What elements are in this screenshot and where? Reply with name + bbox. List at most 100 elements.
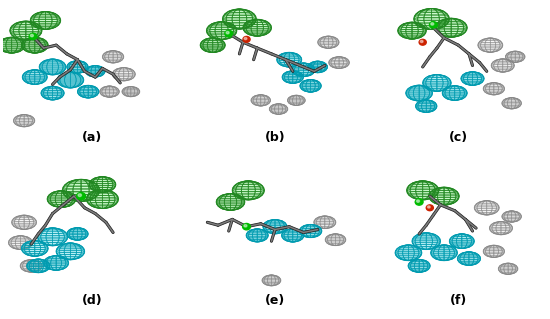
Circle shape [415,199,423,205]
Ellipse shape [223,9,256,29]
Ellipse shape [325,234,346,246]
Ellipse shape [67,61,88,73]
Ellipse shape [398,22,426,39]
Ellipse shape [412,233,441,249]
Ellipse shape [8,236,32,249]
Ellipse shape [288,95,305,105]
Ellipse shape [435,18,467,37]
Circle shape [226,32,229,34]
Ellipse shape [483,83,504,95]
Ellipse shape [112,68,135,81]
Ellipse shape [299,225,322,238]
Circle shape [244,225,247,227]
Circle shape [76,193,85,200]
Ellipse shape [85,65,105,77]
Circle shape [431,23,434,25]
Ellipse shape [21,37,48,53]
Ellipse shape [282,229,304,242]
Ellipse shape [458,252,481,265]
Ellipse shape [498,263,518,274]
Ellipse shape [89,177,116,192]
Ellipse shape [12,215,36,229]
Ellipse shape [56,243,85,260]
Circle shape [430,22,437,28]
Ellipse shape [431,245,458,261]
Ellipse shape [329,57,349,69]
Ellipse shape [39,59,66,75]
Ellipse shape [57,72,84,88]
Ellipse shape [502,211,521,222]
Text: (c): (c) [449,131,468,144]
Ellipse shape [505,51,525,62]
Ellipse shape [30,11,60,29]
Circle shape [419,39,426,45]
Ellipse shape [43,256,69,270]
Circle shape [243,224,250,230]
Circle shape [420,40,423,42]
Ellipse shape [206,22,236,40]
Text: (d): (d) [81,293,102,307]
Ellipse shape [490,221,513,235]
Ellipse shape [20,260,42,272]
Text: (a): (a) [81,131,102,144]
Ellipse shape [449,234,474,249]
Text: (b): (b) [265,131,285,144]
Ellipse shape [21,241,48,256]
Ellipse shape [263,219,287,234]
Circle shape [426,205,433,211]
Circle shape [78,194,81,197]
Ellipse shape [13,115,35,127]
Ellipse shape [491,59,514,72]
Circle shape [30,34,34,37]
Ellipse shape [251,95,271,106]
Ellipse shape [314,216,336,229]
Ellipse shape [414,9,449,29]
Ellipse shape [78,85,99,98]
Ellipse shape [216,194,245,210]
Ellipse shape [102,51,124,63]
Ellipse shape [429,187,459,205]
Ellipse shape [246,229,268,242]
Ellipse shape [0,37,25,53]
Ellipse shape [86,190,118,209]
Circle shape [225,30,233,37]
Circle shape [29,33,37,40]
Ellipse shape [442,86,467,100]
Ellipse shape [408,259,430,272]
Ellipse shape [232,181,265,200]
Ellipse shape [277,52,302,67]
Ellipse shape [41,86,64,100]
Ellipse shape [122,86,140,97]
Ellipse shape [300,79,321,92]
Ellipse shape [47,191,76,207]
Ellipse shape [423,75,451,91]
Ellipse shape [308,61,327,73]
Ellipse shape [27,259,50,273]
Ellipse shape [478,38,503,52]
Ellipse shape [395,245,422,261]
Text: (f): (f) [450,293,467,307]
Ellipse shape [200,38,225,52]
Ellipse shape [243,19,272,36]
Ellipse shape [474,201,499,215]
Ellipse shape [292,63,315,77]
Ellipse shape [483,245,504,257]
Circle shape [244,37,247,40]
Ellipse shape [406,85,432,101]
Ellipse shape [10,21,42,40]
Ellipse shape [318,36,339,48]
Ellipse shape [62,179,100,201]
Ellipse shape [461,72,484,85]
Ellipse shape [270,104,288,114]
Ellipse shape [282,71,304,83]
Text: (e): (e) [265,293,285,307]
Ellipse shape [416,100,437,112]
Ellipse shape [67,228,88,240]
Circle shape [427,206,430,208]
Ellipse shape [262,275,281,286]
Ellipse shape [23,70,47,85]
Circle shape [243,36,250,42]
Ellipse shape [406,181,439,200]
Ellipse shape [502,98,521,109]
Ellipse shape [100,86,119,97]
